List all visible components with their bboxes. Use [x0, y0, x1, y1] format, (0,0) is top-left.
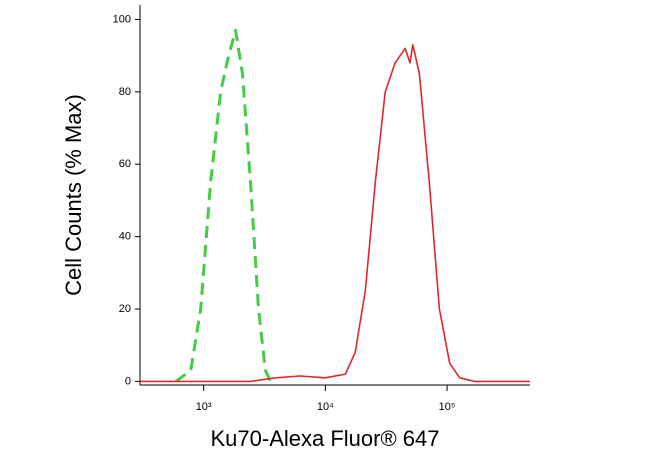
y-tick-label: 40: [119, 231, 131, 243]
x-axis-title: Ku70-Alexa Fluor® 647: [210, 426, 439, 451]
y-tick-label: 100: [113, 13, 131, 25]
y-tick-label: 80: [119, 86, 131, 98]
x-tick-label: 10⁵: [439, 401, 456, 413]
series-line: [140, 44, 530, 383]
x-tick-label: 10⁴: [317, 401, 334, 413]
x-tick-label: 10³: [196, 401, 212, 413]
y-tick-label: 20: [119, 303, 131, 315]
series-line: [174, 28, 272, 383]
y-tick-label: 0: [125, 375, 131, 387]
y-tick-label: 60: [119, 158, 131, 170]
y-axis-title: Cell Counts (% Max): [61, 94, 86, 296]
